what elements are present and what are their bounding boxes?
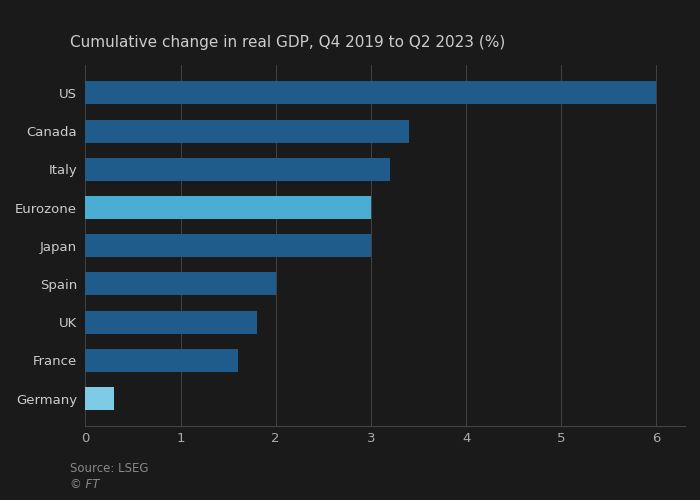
Text: Cumulative change in real GDP, Q4 2019 to Q2 2023 (%): Cumulative change in real GDP, Q4 2019 t… (70, 35, 505, 50)
Bar (85, 82, 657, 104)
Text: © FT: © FT (70, 478, 99, 490)
Bar (85, 120, 409, 142)
Bar (85, 272, 276, 295)
Bar (85, 196, 371, 219)
Text: Source: LSEG: Source: LSEG (70, 462, 148, 475)
Bar (85, 387, 114, 410)
Bar (85, 310, 257, 334)
Bar (85, 349, 237, 372)
Bar (85, 158, 390, 181)
Bar (85, 234, 371, 257)
